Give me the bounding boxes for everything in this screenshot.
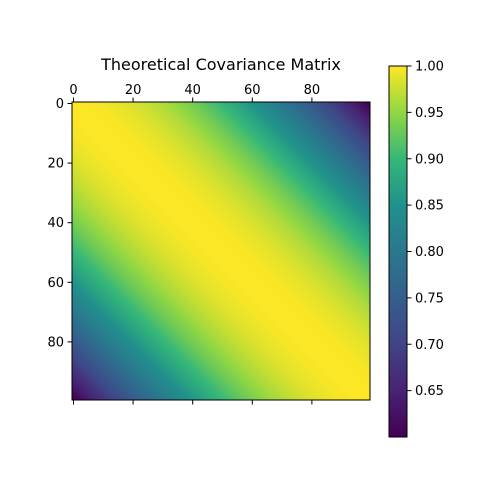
x-tick-label: 40 <box>184 83 201 98</box>
y-tick-label: 0 <box>56 97 64 112</box>
colorbar-tick-label: 0.95 <box>415 106 444 121</box>
colorbar-tick-label: 0.80 <box>415 245 444 260</box>
x-tick-label: 0 <box>69 83 77 98</box>
colorbar-tick-label: 0.75 <box>415 291 444 306</box>
colorbar-tick-label: 0.90 <box>415 152 444 167</box>
colorbar-tick-label: 1.00 <box>415 60 444 75</box>
colorbar-tick-label: 0.85 <box>415 199 444 214</box>
chart-title: Theoretical Covariance Matrix <box>100 55 341 74</box>
heatmap-frame <box>71 101 371 401</box>
colorbar-axis: 0.65 0.70 0.75 0.80 0.85 0.90 0.95 1.00 <box>407 60 444 399</box>
y-tick-label: 20 <box>47 157 64 172</box>
colorbar-tick-label: 0.65 <box>415 384 444 399</box>
colorbar: 0.65 0.70 0.75 0.80 0.85 0.90 0.95 1.00 <box>388 60 444 438</box>
x-tick-label: 60 <box>244 83 261 98</box>
heatmap-image <box>72 102 370 400</box>
y-tick-label: 60 <box>47 276 64 291</box>
colorbar-image <box>389 66 407 437</box>
colorbar-tick-label: 0.70 <box>415 338 444 353</box>
heatmap-image-container <box>72 102 370 400</box>
x-axis-top: 0 20 40 60 80 <box>69 83 320 102</box>
x-tick-label: 80 <box>304 83 321 98</box>
heatmap-plot: 0 20 40 60 80 0 20 40 60 80 <box>47 83 371 405</box>
y-axis: 0 20 40 60 80 <box>47 97 72 350</box>
y-tick-label: 80 <box>47 335 64 350</box>
colorbar-image-container <box>389 66 407 437</box>
x-axis-bottom <box>72 400 313 405</box>
x-tick-label: 20 <box>125 83 142 98</box>
y-tick-label: 40 <box>47 216 64 231</box>
